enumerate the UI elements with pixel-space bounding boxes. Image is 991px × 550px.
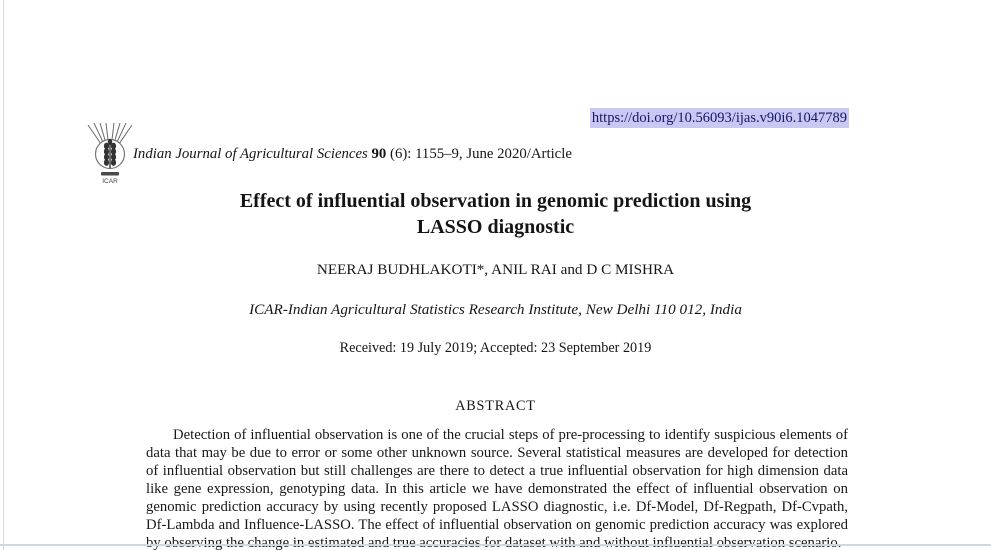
- article-title-line1: Effect of influential observation in gen…: [239, 190, 752, 212]
- abstract-paragraph: Detection of influential observation is …: [146, 427, 848, 550]
- journal-name: Indian Journal of Agricultural Sciences: [133, 146, 368, 162]
- doi-link[interactable]: https://doi.org/10.56093/ijas.v90i6.1047…: [589, 108, 849, 128]
- window-left-border: [3, 0, 4, 550]
- wheat-ear-icon: [103, 138, 117, 168]
- journal-issue-info: (6): 1155–9, June 2020/Article: [390, 146, 572, 162]
- article-title: Effect of influential observation in gen…: [0, 188, 991, 240]
- icar-hindi-text-bar: [101, 172, 119, 176]
- abstract-heading: ABSTRACT: [455, 398, 536, 414]
- page-bottom-divider: [0, 544, 991, 546]
- affiliation-line: ICAR-Indian Agricultural Statistics Rese…: [249, 301, 742, 318]
- authors-line: NEERAJ BUDHLAKOTI*, ANIL RAI and D C MIS…: [316, 261, 675, 278]
- journal-volume: 90: [371, 146, 387, 162]
- icar-logo-label: ICAR: [102, 178, 118, 185]
- journal-citation-line: Indian Journal of Agricultural Sciences …: [133, 146, 572, 163]
- icar-logo: ICAR: [87, 123, 133, 185]
- received-accepted-line: Received: 19 July 2019; Accepted: 23 Sep…: [339, 340, 652, 356]
- article-title-line2: LASSO diagnostic: [416, 216, 575, 238]
